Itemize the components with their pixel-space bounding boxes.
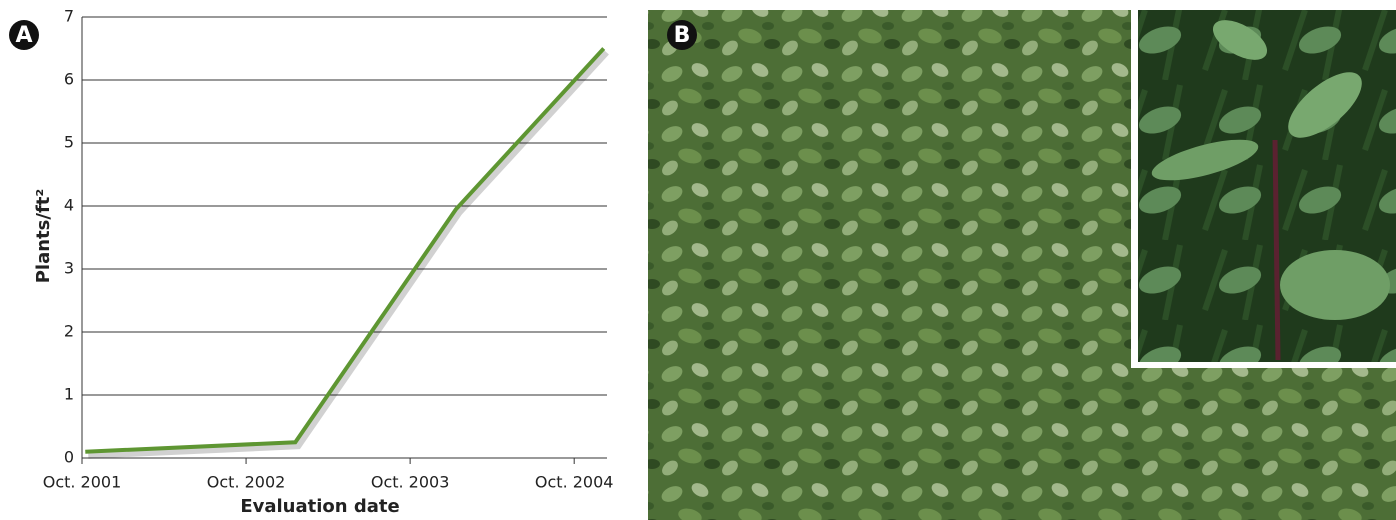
- leaf: [1280, 250, 1390, 320]
- x-tick-label: Oct. 2001: [43, 473, 122, 492]
- data-line: [85, 49, 603, 452]
- figure: A B Evaluation date Plants/ft² 0 1 2 3 4 5 6 7 O…: [0, 0, 1396, 520]
- y-tick-label: 2: [64, 322, 74, 341]
- y-tick-label: 5: [64, 133, 74, 152]
- stem: [1275, 140, 1278, 360]
- y-tick-label: 0: [64, 448, 74, 467]
- photo-panel: [648, 8, 1396, 520]
- x-tick-label: Oct. 2002: [207, 473, 286, 492]
- y-tick-label: 1: [64, 385, 74, 404]
- panel-label: B: [674, 23, 691, 48]
- panel-label: A: [15, 23, 32, 48]
- x-axis-title: Evaluation date: [240, 496, 399, 517]
- y-axis-title: Plants/ft²: [33, 189, 54, 284]
- y-tick-label: 4: [64, 196, 74, 215]
- page: {"chart_data": {"type": "line", "xlabel"…: [0, 0, 1396, 520]
- y-tick-label: 6: [64, 70, 74, 89]
- y-tick-label: 7: [64, 7, 74, 26]
- x-tick-label: Oct. 2003: [371, 473, 450, 492]
- x-tick-label: Oct. 2004: [535, 473, 614, 492]
- y-tick-label: 3: [64, 259, 74, 278]
